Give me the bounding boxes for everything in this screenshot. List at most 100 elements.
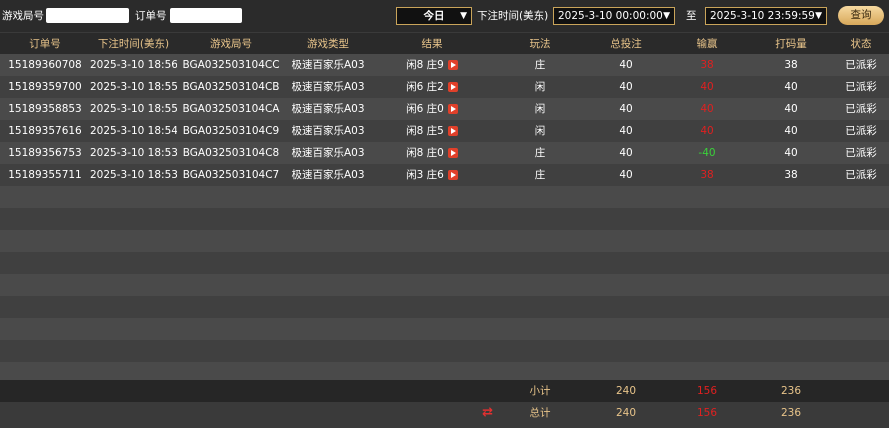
table-row: 15189355711 2025-3-10 18:53 BGA032503104C7… [0, 164, 889, 186]
table-cell: BGA032503104CB [182, 81, 280, 93]
summary-bet: 240 [615, 385, 637, 397]
table-cell: 闲8 庄0 [371, 142, 493, 164]
summary-empty [285, 402, 371, 424]
table-row [0, 252, 889, 274]
table-cell: 15189359700 [8, 81, 82, 93]
table-cell: 闲6 庄0 [371, 98, 493, 120]
order-input[interactable] [170, 8, 242, 23]
table-row: 15189358853 2025-3-10 18:55 BGA032503104CA… [0, 98, 889, 120]
table-cell: 极速百家乐A03 [291, 81, 365, 93]
summary-empty [833, 380, 889, 402]
range-select[interactable]: 今日 [396, 7, 472, 25]
column-header: 总投注 [610, 38, 642, 50]
table-cell: 40 [619, 125, 633, 137]
table-cell: 2025-3-10 18:53 [90, 169, 177, 181]
start: 2025-3-10 00:00:00 [558, 10, 663, 22]
column-header: 状态 [850, 38, 872, 50]
end: 2025-3-10 23:59:59 [710, 10, 815, 22]
table-cell: BGA032503104C8 [182, 147, 280, 159]
play-icon [447, 170, 458, 180]
table-cell: 40 [700, 125, 714, 137]
table-cell: 40 [784, 125, 798, 137]
table-cell: 已派彩 [845, 147, 877, 159]
to-label: 至 [686, 10, 697, 22]
table-cell: 2025-3-10 18:56 [90, 59, 177, 71]
table-row: 小计 240 156 236 [0, 380, 889, 402]
table-cell: 已派彩 [845, 125, 877, 137]
table-cell: 闲 [534, 81, 546, 93]
table-cell: 40 [619, 59, 633, 71]
table-cell: 2025-3-10 18:55 [90, 81, 177, 93]
table-cell: 40 [700, 103, 714, 115]
table-row [0, 208, 889, 230]
summary-label: 小计 [529, 385, 551, 397]
round-label: 游戏局号 [2, 10, 44, 22]
table-cell: 40 [619, 81, 633, 93]
table-cell: BGA032503104CC [182, 59, 280, 71]
table-cell: 闲8 庄9 [371, 54, 493, 76]
table-cell: 闲 [534, 103, 546, 115]
summary-empty [90, 380, 177, 402]
query-button[interactable]: 查询 [838, 6, 884, 25]
play-icon [447, 126, 458, 136]
filter-bar: 游戏局号 订单号 今日 下注时间(美东) 2025-3-10 00:00:00 … [0, 0, 889, 32]
table-row: 15189359700 2025-3-10 18:55 BGA032503104CB… [0, 76, 889, 98]
table-row [0, 230, 889, 252]
end-select[interactable]: 2025-3-10 23:59:59 [705, 7, 827, 25]
table-cell: 闲 [534, 125, 546, 137]
table-cell: 庄 [534, 59, 546, 71]
table-cell: 2025-3-10 18:55 [90, 103, 177, 115]
column-header: 结果 [421, 38, 443, 50]
summary-empty [285, 380, 371, 402]
table-row: 15189357616 2025-3-10 18:54 BGA032503104C9… [0, 120, 889, 142]
table-cell: 38 [700, 59, 714, 71]
table-cell: 15189356753 [8, 147, 82, 159]
summary-turnover: 236 [780, 407, 802, 419]
table-cell: 40 [619, 169, 633, 181]
table-cell: 闲8 庄5 [371, 120, 493, 142]
play-icon [447, 82, 458, 92]
table-cell: 2025-3-10 18:54 [90, 125, 177, 137]
column-header: 游戏局号 [210, 38, 252, 50]
round-input[interactable] [46, 8, 129, 23]
table-cell: 38 [784, 169, 798, 181]
table-cell: 15189355711 [8, 169, 82, 181]
column-header: 玩法 [529, 38, 551, 50]
table-cell: 40 [784, 147, 798, 159]
table-cell: 38 [784, 59, 798, 71]
table-cell: 40 [619, 103, 633, 115]
table-row [0, 318, 889, 340]
table-cell: 极速百家乐A03 [291, 103, 365, 115]
order-label: 订单号 [135, 10, 167, 22]
summary-bet: 240 [615, 407, 637, 419]
play-icon [447, 148, 458, 158]
table-cell: 40 [619, 147, 633, 159]
column-header: 输赢 [696, 38, 718, 50]
table-cell: 40 [784, 103, 798, 115]
summary-empty [0, 380, 90, 402]
table-cell: 15189357616 [8, 125, 82, 137]
table-cell: 2025-3-10 18:53 [90, 147, 177, 159]
table-row: 订单号 下注时间(美东) 游戏局号 游戏类型 结果 玩法 总投注 输赢 打码量 状态 [0, 33, 889, 55]
summary-label: 总计 [529, 407, 551, 419]
summary-turnover: 236 [780, 385, 802, 397]
play-icon [447, 60, 458, 70]
summary-empty [177, 380, 285, 402]
table-cell: -40 [698, 147, 716, 159]
table-cell: 庄 [534, 169, 546, 181]
table-cell: 闲3 庄6 [371, 164, 493, 186]
refresh-icon: ⇄ [482, 405, 493, 420]
summary-empty [0, 402, 90, 424]
start-select[interactable]: 2025-3-10 00:00:00 [553, 7, 675, 25]
table-cell: 15189360708 [8, 59, 82, 71]
column-header: 订单号 [29, 38, 61, 50]
range: 今日 [423, 10, 445, 22]
time-label: 下注时间(美东) [477, 10, 549, 22]
table-cell: 已派彩 [845, 81, 877, 93]
table-cell: 闲6 庄2 [371, 76, 493, 98]
table-row [0, 274, 889, 296]
table-cell: 40 [700, 81, 714, 93]
summary-empty [177, 402, 285, 424]
table-cell: BGA032503104C9 [182, 125, 280, 137]
